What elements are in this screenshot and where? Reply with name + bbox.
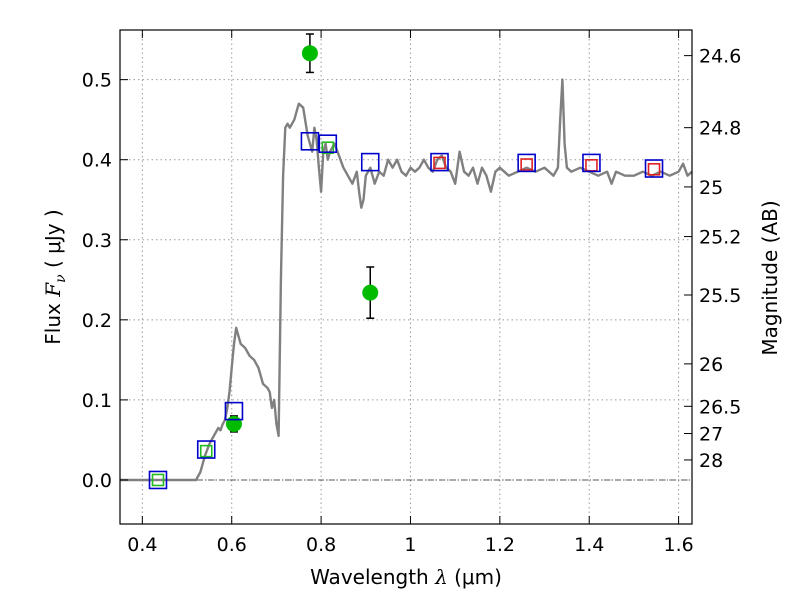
photometry-point [362,284,379,301]
y-tick-label: 0.0 [82,470,112,492]
y-tick-label: 0.1 [82,390,112,412]
model-square-blue [360,152,380,172]
model-square-blue [224,401,244,421]
model-square-green [321,141,335,154]
x-tick-label: 0.8 [306,534,336,556]
model-square-blue [300,131,320,151]
x-tick-label: 1.4 [574,534,604,556]
x-axis-label: Wavelength λ (μm) [310,565,502,589]
mag-tick-label: 25 [699,177,723,199]
model-square-blue [517,153,536,173]
mag-tick-label: 26 [699,354,723,376]
model-square-red [520,158,533,171]
model-squares-series [148,131,664,490]
axis-ticks [120,30,692,524]
model-square-green [199,444,213,458]
mag-tick-label: 24.6 [699,46,741,68]
y-tick-label: 0.5 [82,70,112,92]
x-tick-label: 1.6 [663,534,693,556]
model-square-blue [582,153,601,173]
x-tick-label: 0.6 [217,534,247,556]
model-square-blue [318,134,338,153]
photometry-point [301,45,318,62]
x-tick-label: 1.2 [485,534,515,556]
model-square-blue [196,440,216,459]
mag-tick-label: 25.5 [699,285,741,307]
y-tick-label: 0.4 [82,150,112,172]
model-square-blue [148,470,168,490]
model-square-red [433,156,446,170]
grid [120,30,692,524]
plot-frame [119,29,693,525]
tick-labels: 0.4 0.6 0.8 1 1.2 1.4 1.6 0.0 0.1 0.2 0.3 0.4 0.5 24.… [82,46,742,556]
y-axis-right-label: Magnitude (AB) [758,200,782,355]
spectrum-series [120,78,693,482]
y-tick-label: 0.3 [82,230,112,252]
photometry-point [225,415,242,432]
x-tick-label: 0.4 [127,534,157,556]
model-square-blue [644,159,664,178]
mag-tick-label: 26.5 [699,396,741,418]
spectrum-line [120,78,693,482]
model-square-green [151,473,165,487]
y-axis-label: Flux Fν ( μJy ) [41,209,69,344]
mag-tick-label: 28 [699,450,723,472]
model-square-red [647,163,661,176]
model-square-blue [430,152,449,172]
mag-tick-label: 25.2 [699,227,741,249]
mag-tick-label: 24.8 [699,118,741,140]
mag-tick-label: 27 [699,424,723,446]
y-tick-label: 0.2 [82,310,112,332]
x-tick-label: 1 [404,534,416,556]
